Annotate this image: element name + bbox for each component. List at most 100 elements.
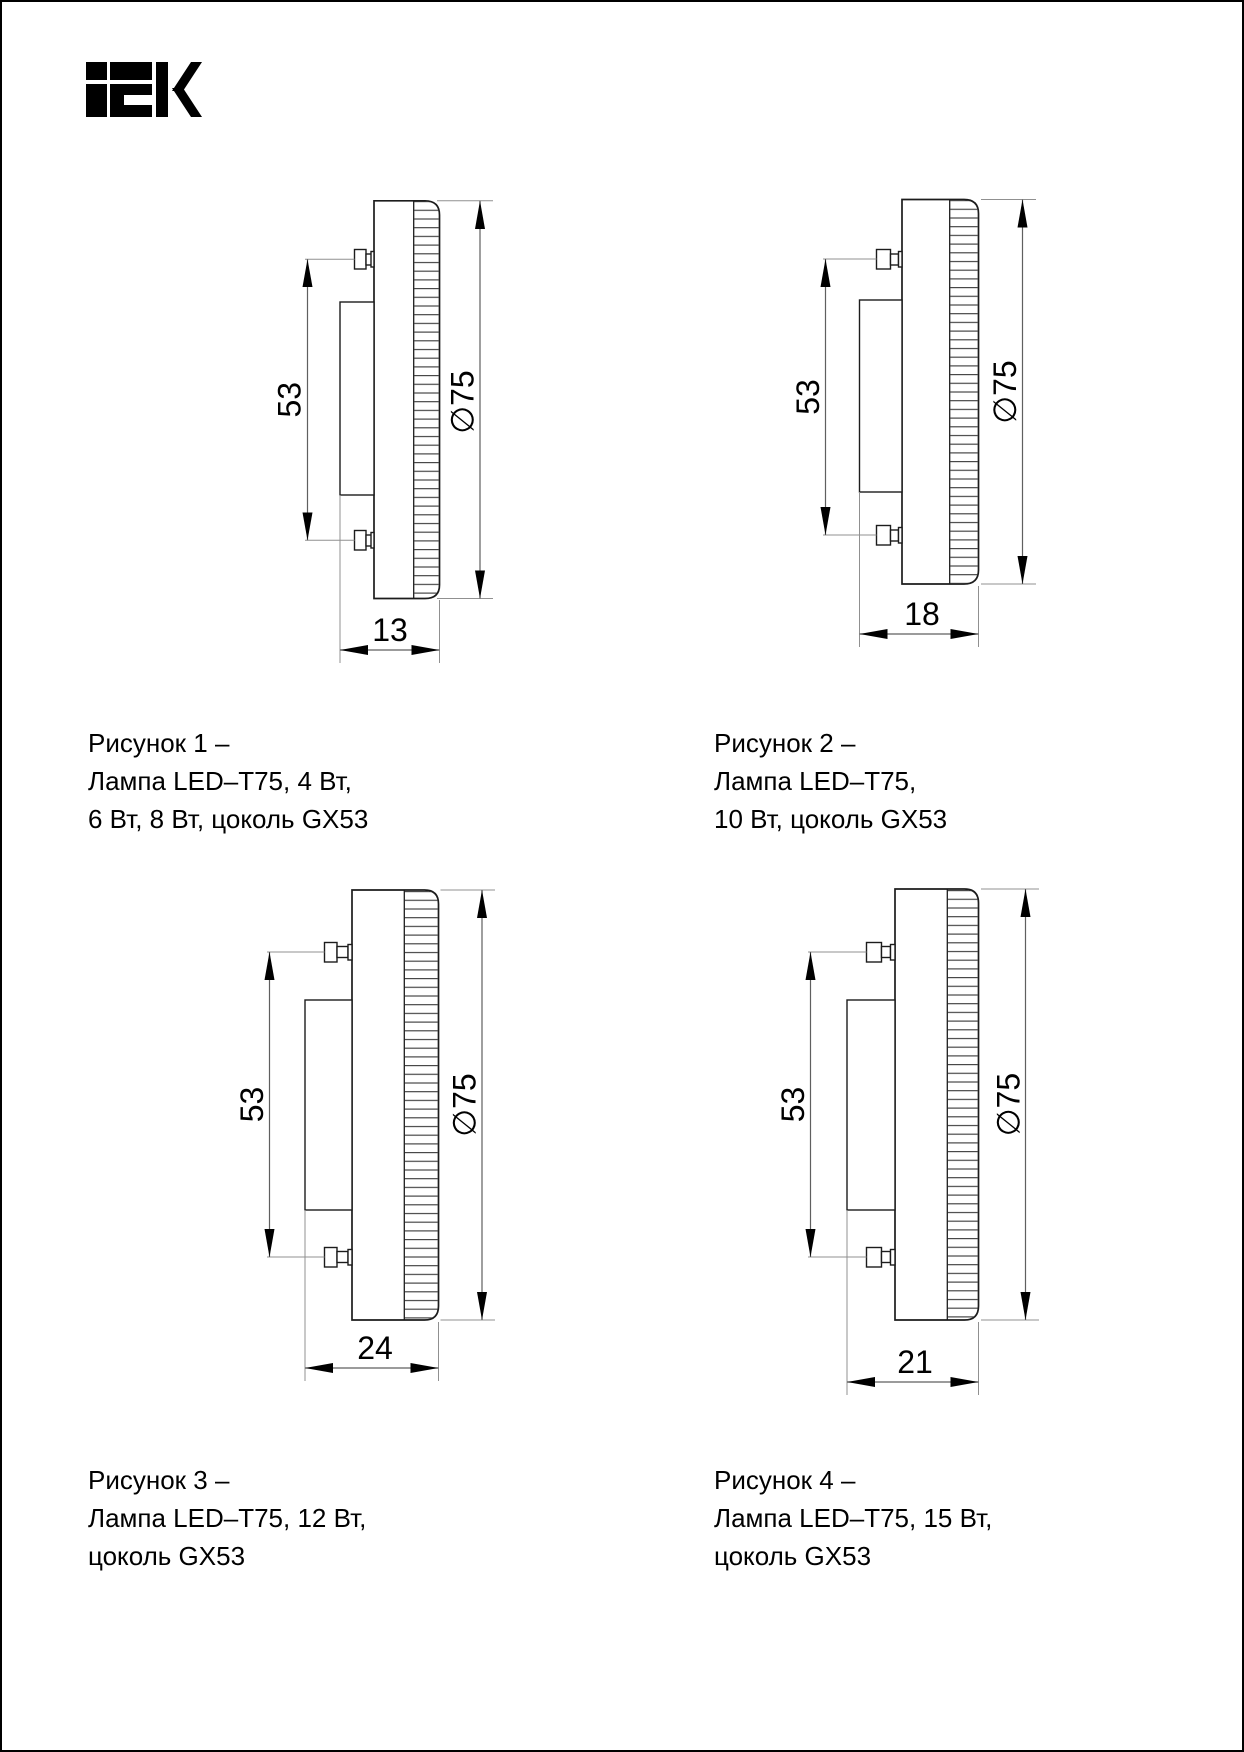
pin-distance-dimension: 53: [271, 258, 355, 541]
diameter-label: ∅75: [447, 1073, 483, 1136]
arrowhead-left: [859, 629, 888, 639]
arrowhead-right: [950, 1377, 979, 1387]
thickness-dimension: 13: [339, 495, 440, 663]
arrowhead-down: [264, 1229, 275, 1257]
diameter-dimension: ∅75: [440, 889, 495, 1321]
pin-knob: [865, 941, 883, 963]
arrowhead-up: [475, 200, 485, 229]
pin-flange: [897, 526, 903, 544]
pin-knob: [353, 248, 367, 270]
logo-k-stem: [156, 62, 168, 117]
arrowhead-up: [805, 952, 816, 980]
base-housing: [339, 301, 375, 496]
pin-knob: [323, 1246, 338, 1268]
diffuser-ribs: [950, 200, 978, 584]
caption-line: Рисунок 2 –: [714, 728, 856, 758]
arrowhead-down: [805, 1229, 816, 1257]
pin-distance-label: 53: [775, 1087, 811, 1123]
caption-line: Лампа LED–T75, 12 Вт,: [88, 1503, 367, 1533]
base-housing: [304, 999, 353, 1211]
base-housing: [846, 999, 896, 1211]
gx53-pin-bottom: [875, 524, 903, 546]
logo-i-stem: [86, 84, 107, 117]
diffuser-ribs: [404, 890, 438, 1320]
arrowhead-down: [1017, 556, 1028, 584]
caption-line: Рисунок 1 –: [88, 728, 230, 758]
arrowhead-left: [847, 1377, 875, 1387]
arrowhead-up: [264, 952, 275, 980]
arrowhead-down: [1020, 1292, 1031, 1320]
diameter-label: ∅75: [987, 360, 1023, 423]
thickness-dimension: 24: [304, 1210, 439, 1381]
diameter-dimension: ∅75: [981, 199, 1036, 585]
arrowhead-up: [820, 259, 831, 287]
arrowhead-right: [950, 629, 979, 639]
diameter-label: ∅75: [991, 1073, 1027, 1136]
arrowhead-down: [820, 507, 831, 535]
pin-neck: [336, 945, 349, 959]
pin-neck: [889, 253, 900, 266]
pin-neck: [336, 1250, 349, 1264]
pin-neck: [880, 1250, 892, 1264]
diameter-label: ∅75: [445, 370, 481, 433]
arrowhead-right: [410, 1363, 439, 1373]
pin-knob: [875, 524, 892, 546]
caption-line: Лампа LED–T75,: [714, 766, 917, 796]
pin-flange: [347, 1248, 353, 1266]
caption-line: 10 Вт, цоколь GX53: [714, 804, 948, 834]
pin-knob: [323, 941, 338, 963]
figure-4-drawing: 53 ∅75 21: [775, 888, 1039, 1395]
pin-flange: [370, 531, 375, 549]
lamp-side-view: [304, 889, 440, 1321]
figure-3-caption: Рисунок 3 – Лампа LED–T75, 12 Вт, цоколь…: [88, 1461, 366, 1575]
pin-flange: [347, 943, 353, 961]
pin-distance-label: 53: [790, 379, 826, 415]
logo-k-upper-arm: [172, 62, 202, 91]
figure-2-caption: Рисунок 2 – Лампа LED–T75, 10 Вт, цоколь…: [714, 724, 947, 838]
thickness-label: 13: [372, 612, 408, 648]
arrowhead-up: [1017, 199, 1028, 228]
gx53-pin-bottom: [865, 1246, 896, 1268]
arrowhead-down: [477, 1292, 487, 1320]
arrowhead-down: [302, 512, 313, 541]
iek-logo: [86, 62, 202, 117]
diameter-dimension: ∅75: [437, 200, 493, 599]
figure-1-caption: Рисунок 1 – Лампа LED–T75, 4 Вт, 6 Вт, 8…: [88, 724, 368, 838]
diffuser-ribs: [414, 201, 439, 598]
arrowhead-up: [302, 259, 313, 287]
figure-1-drawing: 53 ∅75 13: [271, 199, 493, 663]
lamp-side-view: [339, 199, 441, 600]
logo-k-lower-arm: [172, 88, 202, 117]
gx53-pin-bottom: [353, 529, 375, 551]
logo-i-dot: [86, 62, 107, 80]
thickness-dimension: 18: [859, 492, 979, 647]
caption-line: цоколь GX53: [88, 1541, 246, 1571]
thickness-label: 21: [897, 1344, 933, 1380]
pin-distance-label: 53: [234, 1087, 270, 1123]
arrowhead-right: [411, 645, 440, 655]
pin-distance-dimension: 53: [234, 951, 325, 1258]
diffuser-ribs: [947, 889, 978, 1320]
base-housing: [858, 299, 903, 493]
pin-distance-dimension: 53: [790, 258, 877, 536]
lamp-side-view: [858, 198, 980, 585]
arrowhead-down: [475, 570, 485, 599]
logo-e-top-bar: [110, 62, 152, 80]
thickness-label: 24: [357, 1330, 393, 1366]
caption-line: цоколь GX53: [714, 1541, 872, 1571]
caption-line: Лампа LED–T75, 4 Вт,: [88, 766, 352, 796]
arrowhead-left: [305, 1363, 333, 1373]
arrowhead-left: [340, 645, 368, 655]
gx53-pin-bottom: [323, 1246, 353, 1268]
pin-flange: [897, 250, 903, 268]
caption-line: 6 Вт, 8 Вт, цоколь GX53: [88, 804, 369, 834]
pin-distance-dimension: 53: [775, 951, 867, 1258]
arrowhead-up: [1020, 889, 1031, 917]
gx53-pin-top: [865, 941, 896, 963]
caption-line: Рисунок 4 –: [714, 1465, 856, 1495]
pin-neck: [889, 529, 900, 542]
pin-knob: [865, 1246, 883, 1268]
pin-flange: [889, 1248, 896, 1266]
thickness-dimension: 21: [846, 1210, 979, 1395]
